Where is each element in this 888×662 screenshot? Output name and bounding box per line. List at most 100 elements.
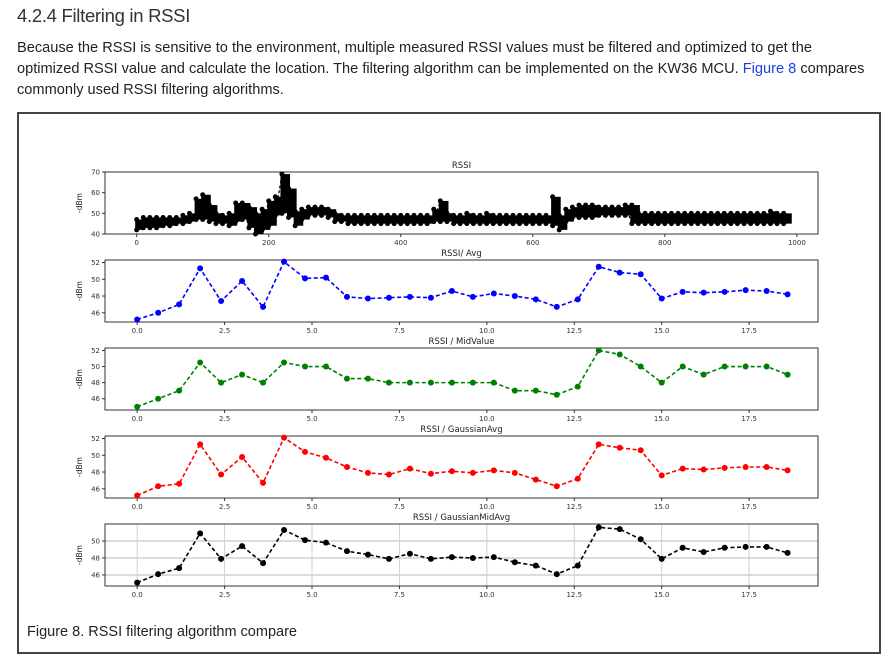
y-tick-label: 46 bbox=[91, 395, 100, 403]
data-point bbox=[448, 554, 455, 561]
rssi-sample-point bbox=[655, 210, 661, 216]
rssi-sample-point bbox=[503, 221, 509, 227]
y-tick-label: 50 bbox=[91, 210, 100, 218]
rssi-sample-point bbox=[167, 214, 173, 220]
series-line bbox=[136, 260, 788, 321]
y-tick-label: 40 bbox=[91, 231, 100, 239]
data-point bbox=[260, 379, 267, 386]
rssi-sample-band bbox=[504, 215, 515, 224]
rssi-sample-point bbox=[523, 212, 529, 218]
rssi-sample-point bbox=[325, 206, 331, 212]
rssi-sample-band bbox=[339, 215, 350, 222]
data-point bbox=[616, 351, 623, 358]
data-point bbox=[679, 288, 686, 295]
x-tick-label: 10.0 bbox=[479, 591, 495, 599]
x-tick-label: 0.0 bbox=[132, 503, 143, 511]
rssi-sample-point bbox=[299, 206, 305, 212]
data-point bbox=[553, 391, 560, 398]
data-point bbox=[784, 291, 791, 298]
data-point bbox=[742, 363, 749, 370]
data-point bbox=[721, 464, 728, 471]
data-point bbox=[176, 387, 183, 394]
y-tick-label: 46 bbox=[91, 485, 100, 493]
data-point bbox=[490, 290, 497, 297]
rssi-sample-point bbox=[616, 204, 622, 210]
x-tick-label: 17.5 bbox=[741, 591, 757, 599]
rssi-sample-band bbox=[168, 217, 178, 226]
data-point bbox=[532, 562, 539, 569]
data-point bbox=[385, 471, 392, 478]
x-tick-label: 800 bbox=[658, 239, 671, 247]
y-tick-label: 50 bbox=[91, 452, 100, 460]
rssi-sample-point bbox=[418, 212, 424, 218]
rssi-sample-band bbox=[485, 213, 495, 224]
rssi-sample-point bbox=[530, 221, 536, 227]
data-point bbox=[448, 288, 455, 294]
data-point bbox=[322, 363, 329, 370]
axes-frame bbox=[104, 171, 819, 235]
rssi-sample-point bbox=[200, 192, 206, 198]
rssi-sample-band bbox=[326, 209, 337, 218]
data-point bbox=[281, 359, 288, 366]
data-point bbox=[511, 387, 518, 394]
data-point bbox=[427, 470, 434, 477]
data-point bbox=[679, 465, 686, 472]
rssi-sample-point bbox=[563, 206, 569, 212]
x-tick-label: 17.5 bbox=[741, 415, 757, 423]
data-point bbox=[197, 441, 204, 448]
data-point bbox=[574, 383, 581, 390]
data-point bbox=[364, 375, 371, 382]
rssi-sample-point bbox=[200, 217, 206, 223]
figure-8-link[interactable]: Figure 8 bbox=[742, 61, 797, 77]
data-point bbox=[218, 471, 225, 478]
axes-frame bbox=[104, 259, 819, 323]
x-tick-label: 5.0 bbox=[306, 503, 317, 511]
y-axis-label: -dBm bbox=[75, 545, 84, 565]
rssi-sample-band bbox=[359, 215, 370, 224]
rssi-sample-point bbox=[602, 204, 608, 210]
data-point bbox=[239, 543, 246, 550]
chart-title: RSSI bbox=[452, 161, 471, 171]
x-tick-label: 7.5 bbox=[394, 327, 405, 335]
x-tick-label: 15.0 bbox=[654, 415, 670, 423]
body-paragraph: Because the RSSI is sensitive to the env… bbox=[17, 38, 877, 101]
chart-panel-3: RSSI / MidValue -dBm 0.0 2.5 5.0 7.5 10.0 12.5 1… bbox=[75, 337, 819, 423]
y-tick-label: 60 bbox=[91, 189, 100, 197]
x-tick-label: 15.0 bbox=[654, 591, 670, 599]
rssi-sample-band bbox=[643, 213, 654, 224]
rssi-sample-point bbox=[292, 223, 298, 229]
data-point bbox=[322, 274, 329, 281]
chart-title: RSSI / GaussianMidAvg bbox=[413, 513, 510, 523]
x-tick-label: 10.0 bbox=[479, 415, 495, 423]
x-tick-label: 0.0 bbox=[132, 591, 143, 599]
data-point bbox=[302, 537, 309, 544]
x-tick-label: 10.0 bbox=[479, 503, 495, 511]
data-point bbox=[364, 295, 371, 302]
data-point bbox=[218, 379, 225, 386]
data-point bbox=[595, 441, 602, 448]
rssi-sample-point bbox=[239, 217, 245, 223]
data-point bbox=[763, 464, 770, 470]
x-tick-label: 2.5 bbox=[219, 503, 230, 511]
y-tick-label: 46 bbox=[91, 309, 100, 317]
chart-panel-1: RSSI -dBm 0 200 400 600 800 1000 40 50 60 70 bbox=[75, 161, 819, 247]
data-point bbox=[343, 293, 350, 300]
rssi-sample-band bbox=[227, 213, 238, 226]
data-point bbox=[322, 539, 329, 546]
rssi-sample-point bbox=[464, 221, 470, 227]
rssi-sample-band bbox=[412, 215, 423, 224]
data-point bbox=[511, 469, 518, 476]
data-point bbox=[239, 371, 246, 378]
data-point bbox=[260, 479, 267, 486]
rssi-sample-point bbox=[213, 221, 219, 227]
data-point bbox=[721, 544, 728, 551]
data-point bbox=[260, 560, 267, 567]
paragraph-text: Because the RSSI is sensitive to the env… bbox=[17, 40, 812, 77]
rssi-sample-point bbox=[556, 227, 562, 233]
rssi-sample-band bbox=[293, 211, 304, 226]
x-tick-label: 17.5 bbox=[741, 503, 757, 511]
figure-frame bbox=[17, 112, 881, 654]
data-point bbox=[406, 293, 413, 300]
rssi-sample-band bbox=[544, 215, 555, 224]
data-point bbox=[322, 454, 329, 461]
